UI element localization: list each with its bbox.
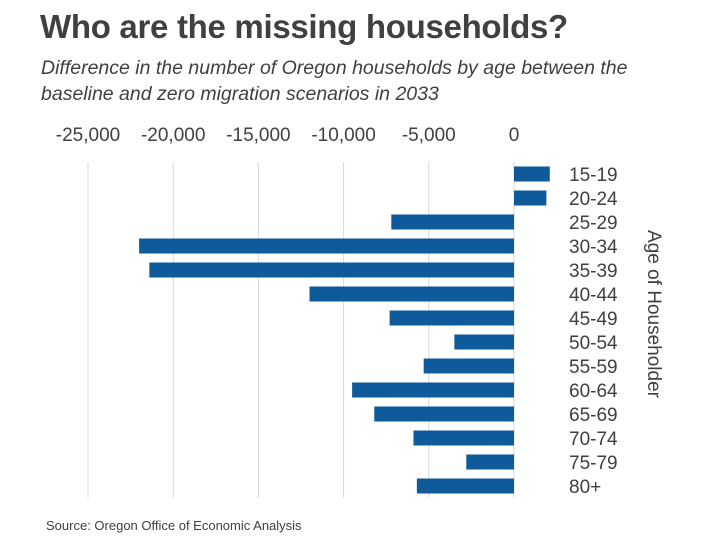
bar-65-69 xyxy=(374,406,514,422)
category-label: 50-54 xyxy=(569,333,618,354)
category-label: 80+ xyxy=(569,477,601,498)
chart-title: Who are the missing households? xyxy=(40,8,568,45)
category-label: 25-29 xyxy=(569,213,618,234)
bar-30-34 xyxy=(139,238,514,254)
bar-15-19 xyxy=(514,166,550,182)
x-tick-labels: -25,000 -20,000 -15,000 -10,000 -5,000 0 xyxy=(56,125,520,146)
category-label: 15-19 xyxy=(569,165,618,186)
bar-45-49 xyxy=(389,310,514,326)
category-label: 30-34 xyxy=(569,237,618,258)
x-tick-label: -5,000 xyxy=(402,125,456,146)
bar-80+ xyxy=(416,478,514,494)
x-tick-label: -25,000 xyxy=(56,125,120,146)
x-tick-label: -10,000 xyxy=(311,125,375,146)
bar-75-79 xyxy=(466,454,514,470)
category-label: 65-69 xyxy=(569,405,618,426)
category-label: 75-79 xyxy=(569,453,618,474)
category-label: 60-64 xyxy=(569,381,618,402)
gridlines xyxy=(87,162,515,498)
bar-35-39 xyxy=(149,262,514,278)
y-axis-label: Age of Householder xyxy=(643,230,664,399)
bar-55-59 xyxy=(423,358,514,374)
x-tick-label: -15,000 xyxy=(226,125,290,146)
source-note: Source: Oregon Office of Economic Analys… xyxy=(46,518,302,533)
category-label: 55-59 xyxy=(569,357,618,378)
category-label: 35-39 xyxy=(569,261,618,282)
bar-25-29 xyxy=(391,214,514,230)
chart-subtitle: Difference in the number of Oregon house… xyxy=(41,57,628,105)
category-label: 45-49 xyxy=(569,309,618,330)
bar-40-44 xyxy=(309,286,514,302)
bar-20-24 xyxy=(514,190,547,206)
bar-70-74 xyxy=(413,430,514,446)
bar-60-64 xyxy=(352,382,514,398)
x-tick-label: -20,000 xyxy=(141,125,205,146)
bars xyxy=(139,166,550,494)
category-label: 20-24 xyxy=(569,189,618,210)
category-label: 70-74 xyxy=(569,429,618,450)
category-label: 40-44 xyxy=(569,285,618,306)
x-tick-label: 0 xyxy=(509,125,520,146)
category-labels: 15-19 20-24 25-29 30-34 35-39 40-44 45-49 50-54… xyxy=(569,165,618,498)
bar-50-54 xyxy=(454,334,514,350)
